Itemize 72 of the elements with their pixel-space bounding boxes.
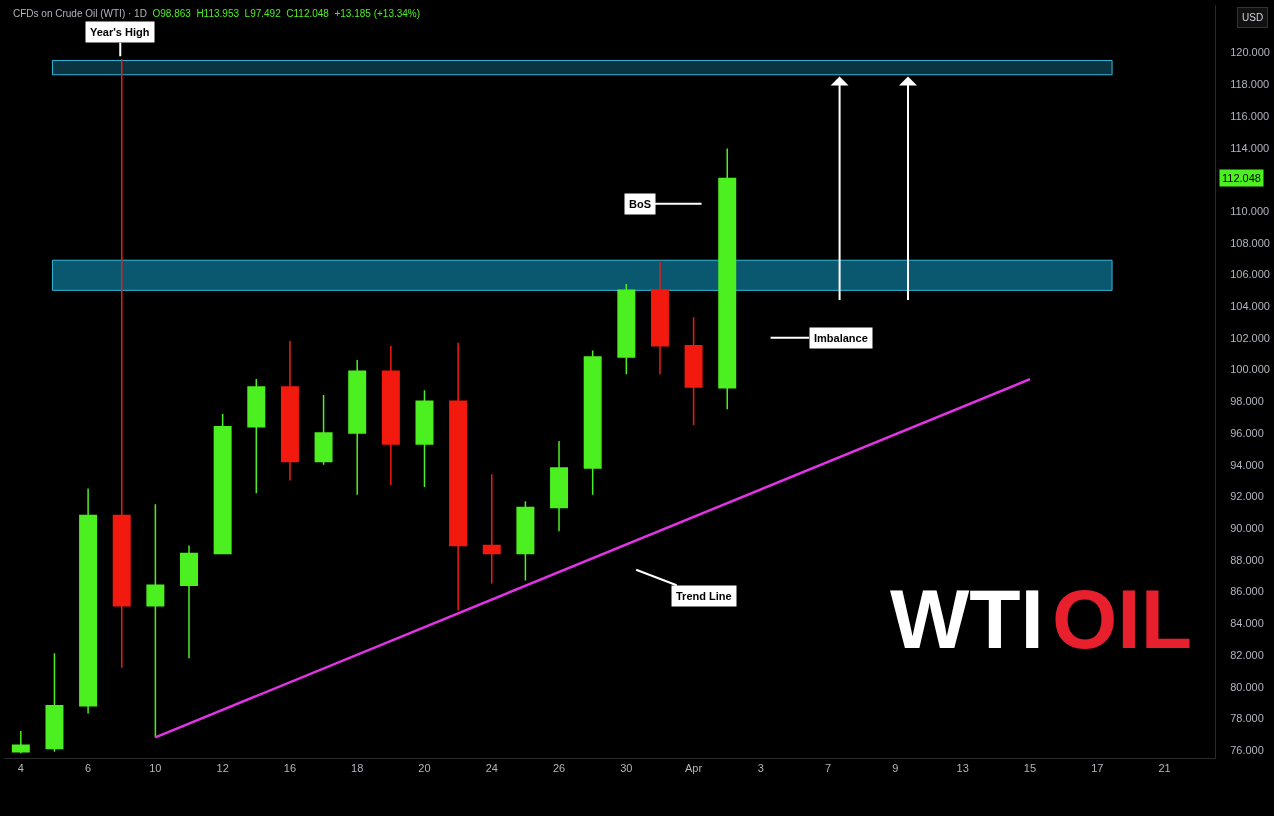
y-tick-label: 114.000 [1230,141,1270,154]
candlestick [650,261,669,376]
y-tick-label: 116.000 [1230,109,1270,122]
y-tick-label: 94.000 [1230,458,1264,471]
y-tick-label: 106.000 [1230,268,1270,281]
x-tick-label: 18 [351,762,364,775]
text: 112.048 [1222,172,1261,184]
x-tick-label: 12 [216,762,229,775]
x-tick-label: 20 [418,762,431,775]
x-tick-label: 6 [85,762,92,775]
x-tick-label: 7 [825,762,832,775]
y-axis-title: USD [1242,12,1264,23]
candlestick [583,349,602,496]
y-tick-label: 88.000 [1230,553,1264,566]
x-tick-label: 26 [552,762,566,775]
x-tick-label: 30 [620,762,633,775]
candlestick [280,340,299,482]
candlestick [415,389,434,488]
candlestick [550,440,569,533]
candlestick [45,652,64,753]
candlestick [11,730,30,754]
x-tick-label: 9 [892,762,899,775]
y-tick-label: 80.000 [1230,680,1264,693]
x-tick-label: 3 [757,762,764,775]
y-tick-label: 102.000 [1230,331,1270,344]
x-tick-label: 4 [17,762,24,775]
candlestick [146,503,165,739]
candlestick [381,345,400,487]
y-tick-label: 82.000 [1230,648,1264,661]
candlestick [482,473,501,585]
y-tick-label: 86.000 [1230,585,1264,598]
annotation: Imbalance [814,332,868,344]
candlestick [449,341,468,612]
candlestick [348,359,367,496]
y-tick-label: 118.000 [1230,78,1270,91]
candlestick [684,316,703,426]
annotation: Year's High [90,26,150,38]
y-tick-label: 78.000 [1230,712,1264,725]
candlestick [516,500,535,582]
y-tick-label: 100.000 [1230,363,1270,376]
y-tick-label: 92.000 [1230,490,1264,503]
candlestick [314,394,333,466]
y-tick-label: 96.000 [1230,426,1264,439]
x-tick-label: 15 [1023,762,1037,775]
x-tick-label: 16 [283,762,297,775]
x-tick-label: 24 [485,762,498,775]
candlestick [79,487,98,715]
y-tick-label: 104.000 [1230,300,1270,313]
y-tick-label: 110.000 [1230,204,1270,217]
candlestick [112,58,131,669]
x-tick-label: 21 [1158,762,1171,775]
y-tick-label: 98.000 [1230,395,1264,408]
chart-title: CFDs on Crude Oil (WTI) · 1D [13,8,147,19]
y-tick-label: 84.000 [1230,617,1264,630]
chart-subtitle: O98.863 H113.953 L97.492 C112.048 +13.185 (+13.34%) [152,8,421,19]
candlestick [718,147,737,411]
y-tick-label: 120.000 [1230,46,1270,59]
annotation: BoS [629,198,651,210]
candlestick [180,544,199,659]
annotation: OIL [1052,572,1192,666]
candlestick [617,283,636,376]
x-tick-label: Apr [685,762,703,775]
y-tick-label: 90.000 [1230,521,1264,534]
y-tick-label: 76.000 [1230,743,1264,756]
annotation: WTI [890,572,1044,666]
annotation: Trend Line [676,590,732,602]
candlestick [213,413,232,555]
x-tick-label: 17 [1091,762,1104,775]
y-tick-label: 108.000 [1230,236,1270,249]
x-tick-label: 10 [149,762,162,775]
x-tick-label: 13 [956,762,969,775]
candlestick [247,378,266,495]
